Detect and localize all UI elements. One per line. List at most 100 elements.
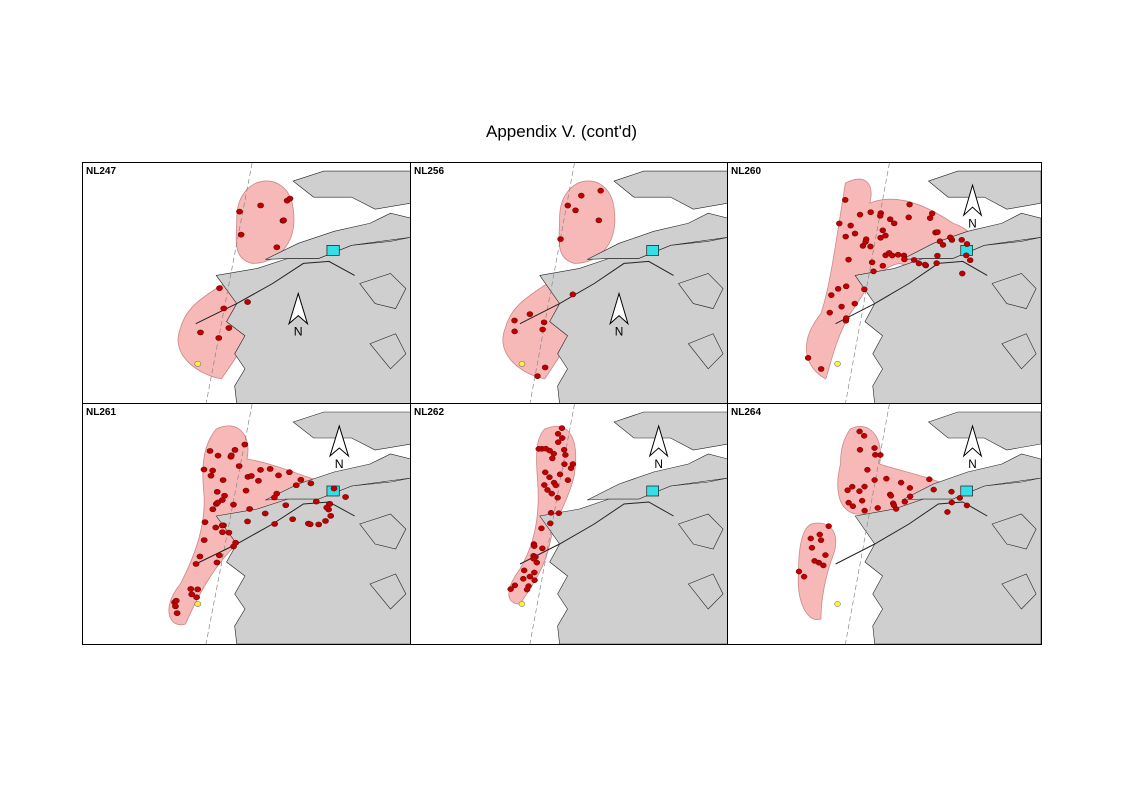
- location: [948, 488, 955, 495]
- land: [687, 333, 724, 370]
- location: [209, 506, 217, 513]
- road: [195, 260, 355, 325]
- location: [230, 501, 237, 508]
- location: [816, 531, 823, 538]
- north-arrow: [962, 424, 983, 458]
- location: [849, 483, 856, 490]
- location: [273, 244, 281, 251]
- road: [519, 501, 674, 565]
- north-label: N: [654, 457, 663, 471]
- location: [218, 522, 226, 529]
- location: [838, 303, 845, 310]
- map: N: [177, 163, 410, 403]
- location: [548, 490, 555, 497]
- location: [546, 474, 553, 481]
- location: [562, 452, 569, 458]
- location: [877, 212, 884, 219]
- location: [271, 521, 278, 527]
- location: [214, 499, 222, 506]
- location: [511, 328, 518, 335]
- location: [312, 498, 320, 505]
- location: [926, 476, 933, 483]
- location: [564, 202, 572, 209]
- location: [552, 482, 559, 489]
- location: [934, 229, 941, 235]
- location: [959, 270, 966, 277]
- location: [910, 257, 918, 263]
- location: [828, 292, 835, 298]
- location: [213, 559, 221, 566]
- location: [871, 445, 878, 451]
- location: [232, 539, 239, 546]
- location: [915, 260, 923, 267]
- location: [231, 447, 239, 453]
- page-title: Appendix V. (cont'd): [486, 122, 637, 141]
- map-panel: N NL264: [728, 404, 1041, 644]
- map-grid: N NL247 N NL256 N NL260 N NL261 N NL262 N NL264: [82, 162, 1042, 645]
- location: [851, 230, 859, 237]
- map: N: [795, 404, 1041, 644]
- location: [544, 487, 551, 493]
- location: [868, 259, 876, 266]
- location: [172, 603, 179, 610]
- location: [849, 503, 857, 510]
- land: [677, 273, 724, 309]
- location: [561, 461, 568, 468]
- location: [856, 211, 864, 218]
- location-yellow: [518, 601, 526, 607]
- location: [906, 485, 914, 491]
- location: [526, 311, 534, 317]
- location: [539, 545, 546, 552]
- location: [944, 509, 951, 515]
- land: [359, 513, 407, 550]
- location: [555, 439, 562, 446]
- location: [963, 241, 971, 247]
- site: [646, 485, 659, 497]
- boundary: [845, 404, 890, 644]
- location: [209, 467, 216, 474]
- location: [531, 577, 538, 584]
- location: [958, 236, 965, 243]
- location: [842, 233, 849, 240]
- location: [322, 518, 329, 524]
- location: [255, 477, 262, 484]
- location: [556, 471, 564, 478]
- location: [286, 469, 293, 476]
- location: [207, 472, 215, 479]
- location: [531, 569, 538, 576]
- location: [541, 364, 549, 371]
- location: [845, 256, 852, 263]
- location: [539, 326, 546, 333]
- location: [595, 217, 603, 224]
- land: [369, 333, 407, 370]
- location: [511, 582, 519, 589]
- location: [542, 469, 549, 476]
- location: [323, 504, 331, 511]
- location: [894, 251, 902, 258]
- land: [901, 453, 1041, 501]
- location: [327, 513, 335, 519]
- location: [845, 499, 852, 506]
- location: [257, 202, 264, 209]
- location: [216, 285, 223, 292]
- location: [872, 451, 879, 458]
- site: [646, 245, 659, 256]
- location: [822, 552, 829, 558]
- location: [825, 523, 832, 530]
- location: [213, 488, 221, 495]
- location-yellow: [194, 601, 202, 607]
- map-panel: N NL261: [83, 404, 411, 644]
- location: [858, 497, 866, 504]
- map-panel: N NL260: [728, 163, 1041, 404]
- panel-label: NL264: [731, 407, 762, 418]
- location: [921, 261, 929, 268]
- land: [927, 170, 1041, 210]
- north-label: N: [615, 325, 624, 339]
- north-arrow: [288, 291, 309, 326]
- land: [587, 212, 727, 260]
- location: [834, 285, 842, 292]
- location: [315, 521, 323, 528]
- north-arrow: [329, 424, 350, 458]
- location: [843, 283, 850, 290]
- location: [236, 208, 243, 215]
